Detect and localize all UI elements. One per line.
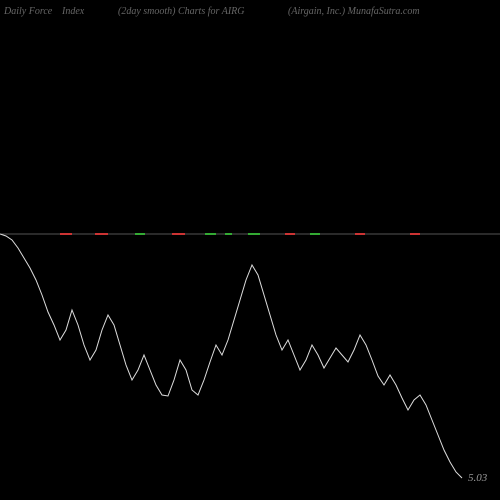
- chart-area: [0, 0, 500, 500]
- last-price-label: 5.03: [468, 472, 487, 484]
- price-chart: [0, 0, 500, 500]
